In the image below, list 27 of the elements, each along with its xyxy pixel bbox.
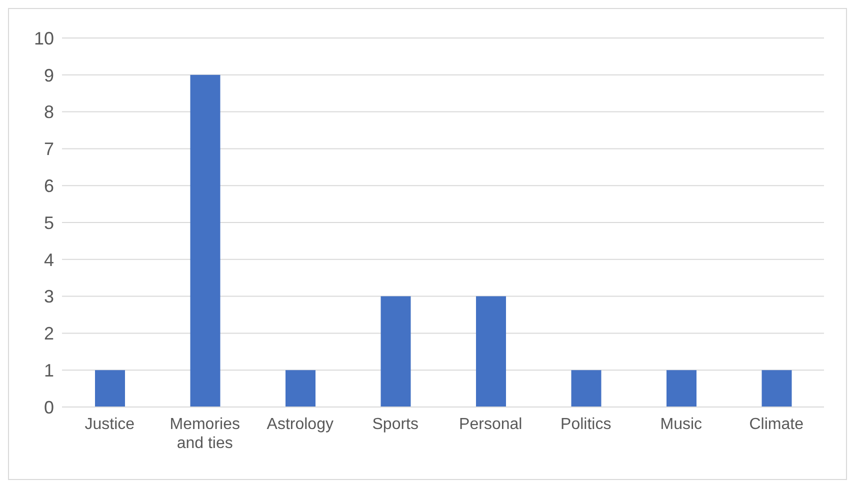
x-tick-label: Memories and ties (170, 416, 240, 452)
x-tick-label: Justice (84, 416, 135, 433)
bar (190, 74, 220, 407)
x-tick-label: Astrology (266, 416, 334, 433)
bar (95, 370, 125, 407)
x-tick-label: Personal (459, 416, 522, 433)
y-tick-label: 0 (44, 397, 54, 418)
bar (666, 370, 696, 407)
bar (476, 296, 506, 407)
y-tick-label: 4 (44, 250, 54, 270)
y-tick-label: 3 (44, 286, 54, 307)
bar (571, 370, 602, 407)
y-tick-label: 1 (44, 360, 54, 380)
x-tick-label: Sports (372, 416, 418, 433)
y-tick-label: 8 (44, 102, 54, 122)
x-tick-label: Politics (560, 416, 612, 433)
bar (762, 370, 792, 407)
x-tick-label: Music (660, 416, 702, 433)
y-tick-label: 7 (44, 139, 54, 160)
bar (286, 370, 316, 407)
y-tick-label: 10 (34, 28, 54, 48)
y-tick-label: 5 (44, 212, 54, 233)
y-tick-label: 6 (44, 176, 54, 196)
y-tick-label: 2 (44, 324, 54, 344)
y-tick-label: 9 (44, 65, 54, 86)
x-tick-label: Climate (749, 416, 804, 433)
bar (380, 296, 411, 407)
